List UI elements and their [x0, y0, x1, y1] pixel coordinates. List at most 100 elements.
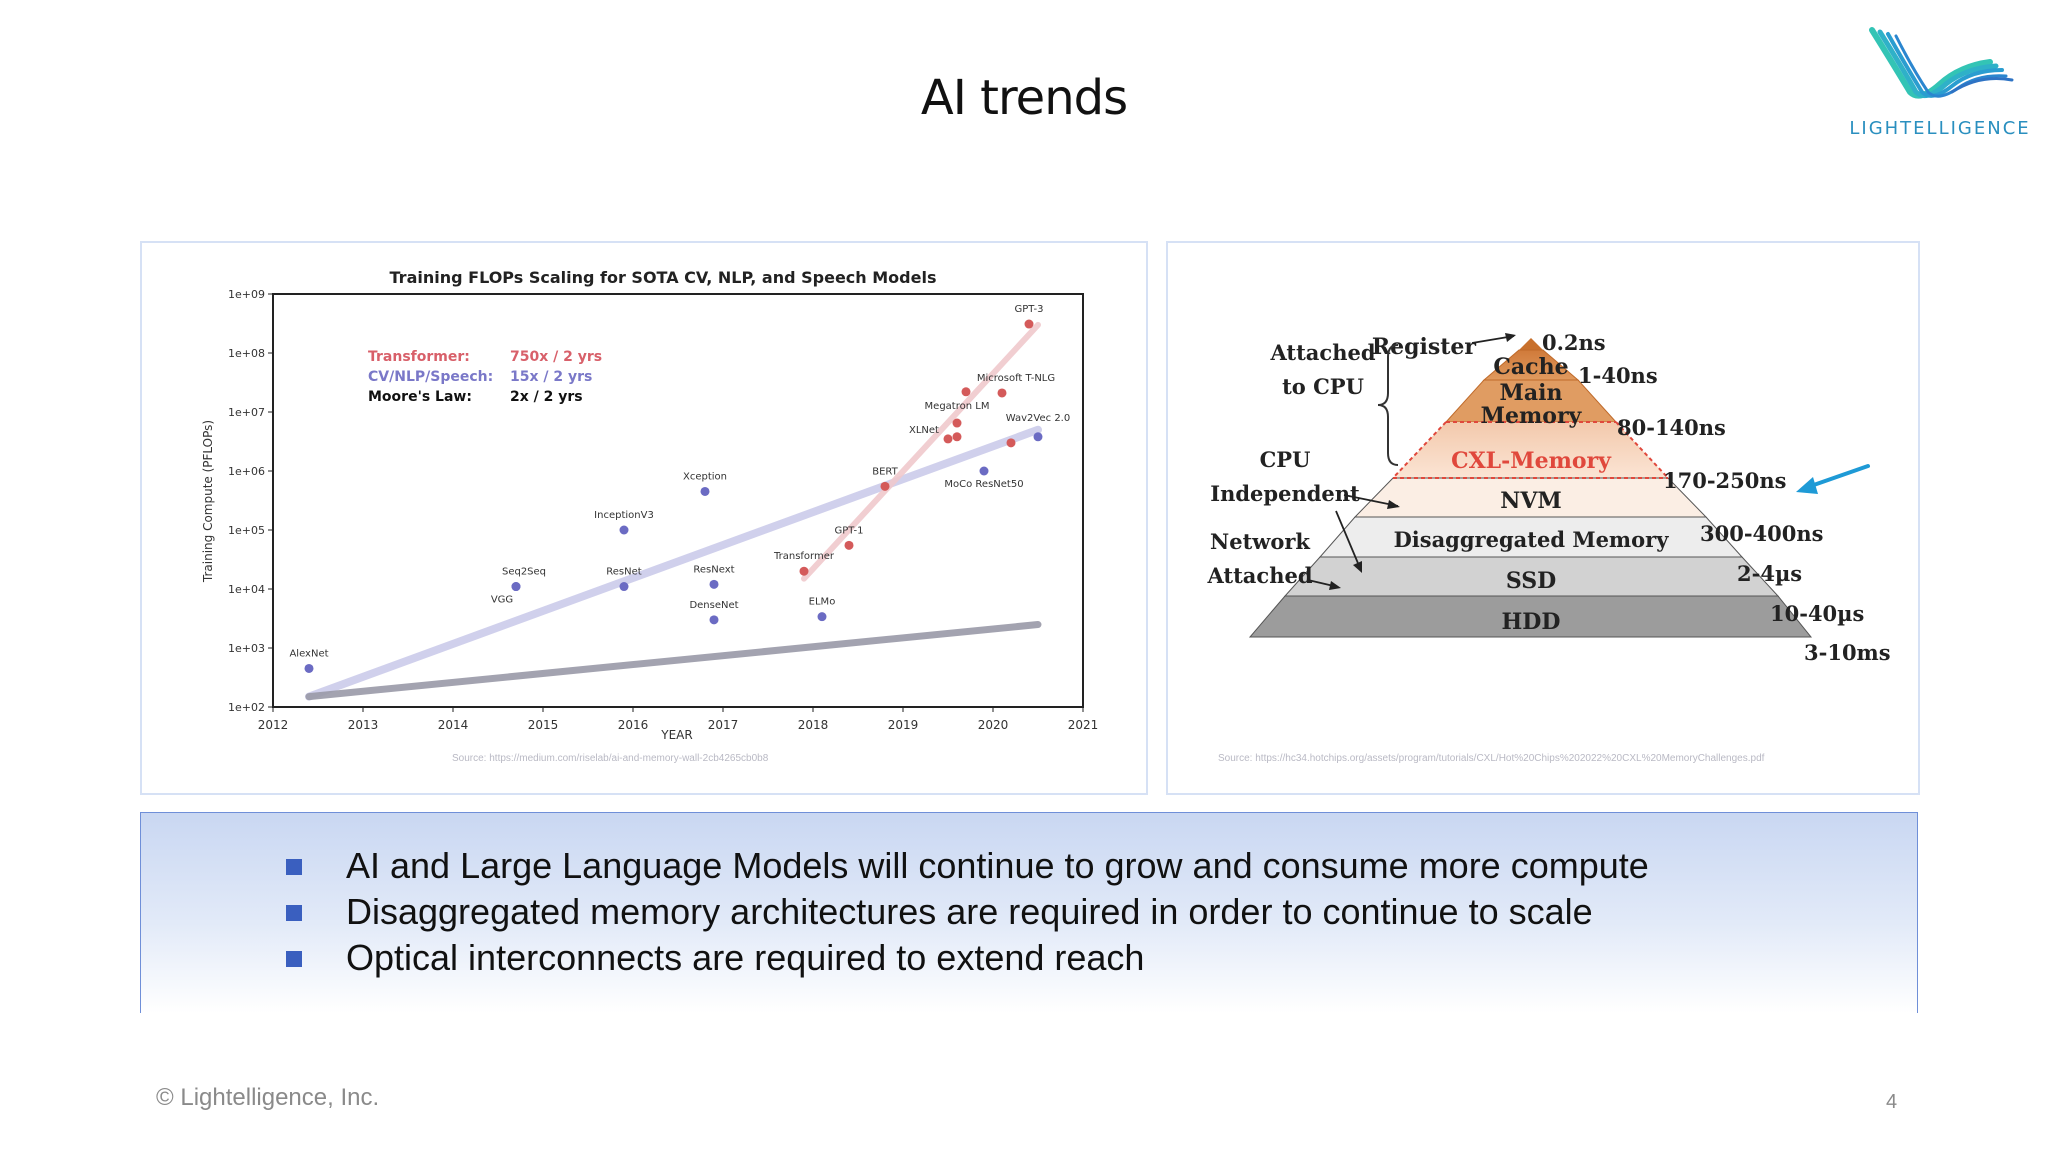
y-tick-label: 1e+09 [228, 288, 265, 301]
bullet-item: Disaggregated memory architectures are r… [286, 889, 1649, 935]
point-label: Transformer [773, 551, 835, 562]
y-tick-label: 1e+03 [228, 642, 265, 655]
legend-label: Transformer: [368, 349, 470, 365]
x-tick-label: 2020 [978, 718, 1009, 732]
data-point [979, 466, 989, 476]
y-axis: 1e+09 1e+08 1e+07 1e+06 1e+05 1e+04 1e+03 1e+02 [228, 288, 273, 714]
chart-legend: Transformer: 750x / 2 yrs CV/NLP/Speech: 15… [368, 349, 602, 405]
x-tick-label: 2012 [258, 718, 289, 732]
point-label: ResNext [693, 564, 734, 575]
x-tick-label: 2018 [798, 718, 829, 732]
point-label: InceptionV3 [594, 510, 654, 521]
trend-lines [305, 321, 1042, 701]
chart-source: Source: https://medium.com/riselab/ai-an… [452, 753, 769, 764]
point-label: AlexNet [289, 648, 328, 659]
point-label: ResNet [606, 567, 641, 578]
legend-rate: 2x / 2 yrs [510, 389, 583, 405]
latency-nvm: 300-400ns [1700, 521, 1823, 546]
network-attached-arrow-1 [1335, 510, 1361, 569]
y-tick-label: 1e+04 [228, 583, 265, 596]
bullet-marker [286, 951, 302, 967]
main-memory-label-2: Memory [1481, 403, 1583, 429]
legend-rate: 15x / 2 yrs [510, 369, 592, 385]
page-number: 4 [1886, 1091, 1898, 1113]
point-label: MoCo ResNet50 [944, 479, 1023, 490]
plot-area [272, 293, 1084, 708]
point-label: GPT-3 [1015, 304, 1044, 315]
register-label: Register [1372, 334, 1477, 360]
x-tick-label: 2015 [528, 718, 559, 732]
latency-main-memory: 80-140ns [1617, 415, 1726, 440]
cache-label: Cache [1493, 354, 1568, 380]
data-point [511, 582, 521, 592]
latency-disaggregated-memory: 2-4µs [1737, 561, 1802, 586]
data-point [961, 387, 971, 397]
bullet-item: Optical interconnects are required to ex… [286, 935, 1649, 981]
point-label: ELMo [809, 597, 836, 608]
data-point [880, 481, 890, 491]
trend-line [305, 621, 1042, 701]
highlight-arrow [1796, 464, 1870, 494]
data-point [700, 486, 710, 496]
data-point [952, 432, 962, 442]
side-label-cpu-independent-2: Independent [1210, 481, 1360, 506]
point-labels: AlexNet VGG Seq2Seq InceptionV3 ResNet Xcepti… [289, 304, 1070, 659]
y-tick-label: 1e+02 [228, 701, 265, 714]
y-tick-label: 1e+08 [228, 347, 265, 360]
memory-hierarchy-panel: Register Cache Main Memory CXL-Memory NV… [1166, 241, 1920, 795]
data-point [304, 663, 314, 673]
slide-title: AI trends [920, 70, 1128, 126]
data-point [997, 388, 1007, 398]
bullet-marker [286, 859, 302, 875]
point-label: Microsoft T-NLG [977, 373, 1055, 384]
y-axis-label: Training Compute (PFLOPs) [201, 420, 215, 583]
bullet-text: Disaggregated memory architectures are r… [346, 891, 1593, 932]
point-label: Wav2Vec 2.0 [1006, 413, 1070, 424]
trend-line [305, 425, 1042, 701]
x-tick-label: 2019 [888, 718, 919, 732]
hierarchy-source: Source: https://hc34.hotchips.org/assets… [1218, 753, 1765, 764]
data-point [943, 434, 953, 444]
copyright-footer: © Lightelligence, Inc. [156, 1084, 380, 1111]
data-point [817, 612, 827, 622]
summary-bullets: AI and Large Language Models will contin… [286, 843, 1649, 981]
trend-line [801, 321, 1041, 582]
point-label: XLNet [909, 425, 939, 436]
legend-label: CV/NLP/Speech: [368, 369, 493, 385]
data-point [619, 582, 629, 592]
point-label: Megatron LM [925, 401, 990, 412]
x-tick-label: 2013 [348, 718, 379, 732]
latency-hdd: 3-10ms [1804, 640, 1891, 665]
cxl-memory-label: CXL-Memory [1451, 448, 1612, 474]
side-label-network-attached-1: Network [1210, 529, 1310, 554]
hdd-label: HDD [1502, 609, 1561, 635]
legend-rate: 750x / 2 yrs [510, 349, 602, 365]
point-label: Xception [683, 471, 727, 482]
side-label-attached-cpu-1: Attached [1269, 340, 1375, 365]
point-label: GPT-1 [835, 525, 864, 536]
x-tick-label: 2016 [618, 718, 649, 732]
x-tick-label: 2014 [438, 718, 469, 732]
x-axis: 2012 2013 2014 2015 2016 2017 2018 2019 2020 2021 [258, 707, 1098, 732]
legend-label: Moore's Law: [368, 389, 472, 405]
y-tick-label: 1e+06 [228, 465, 265, 478]
flops-chart-panel: Training FLOPs Scaling for SOTA CV, NLP,… [140, 241, 1148, 795]
logo-text: LIGHTELLIGENCE [1849, 118, 2031, 139]
bullet-marker [286, 905, 302, 921]
latency-cxl-memory: 170-250ns [1663, 468, 1786, 493]
data-point [844, 540, 854, 550]
x-axis-label: YEAR [660, 728, 692, 742]
chart-title: Training FLOPs Scaling for SOTA CV, NLP,… [390, 268, 937, 287]
side-label-cpu-independent-1: CPU [1260, 447, 1311, 472]
point-label: DenseNet [689, 600, 738, 611]
data-point [619, 525, 629, 535]
disaggregated-memory-label: Disaggregated Memory [1394, 527, 1670, 552]
nvm-label: NVM [1500, 488, 1562, 514]
attached-cpu-bracket [1377, 344, 1399, 466]
memory-hierarchy-pyramid: Register Cache Main Memory CXL-Memory NV… [1206, 330, 1891, 665]
bullet-item: AI and Large Language Models will contin… [286, 843, 1649, 889]
data-point [799, 566, 809, 576]
data-point [1006, 438, 1016, 448]
lightelligence-logo [1869, 27, 2014, 99]
side-label-network-attached-2: Attached [1206, 563, 1312, 588]
